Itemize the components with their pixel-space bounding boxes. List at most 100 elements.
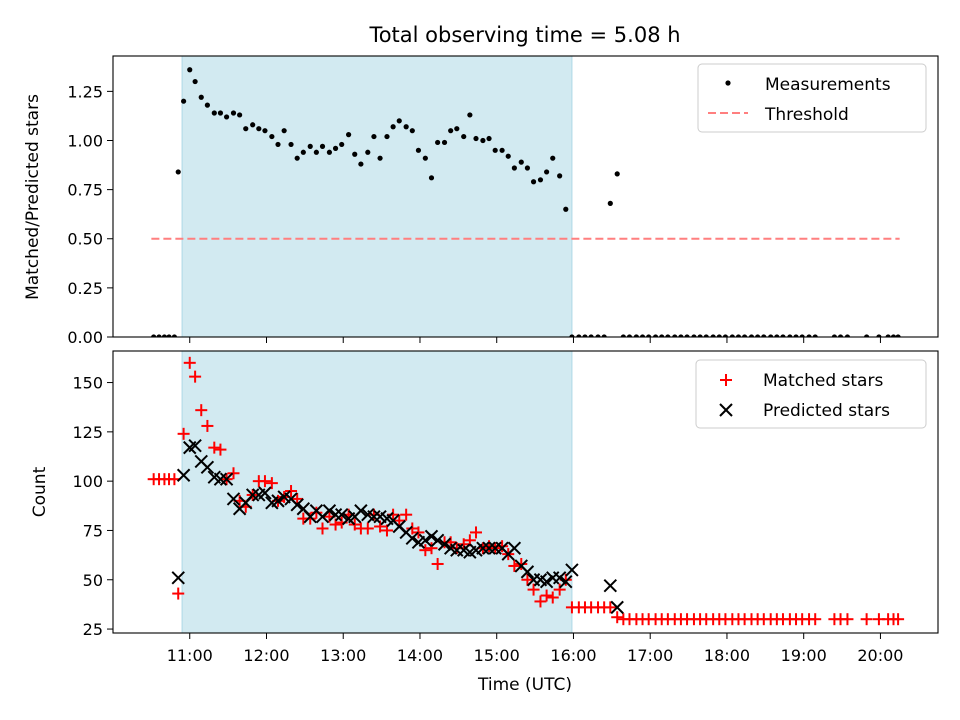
measurement-point [729, 334, 735, 337]
measurement-point [243, 126, 249, 132]
matched-star-point [419, 544, 432, 557]
matched-star-point [208, 441, 221, 454]
y-tick-label: 0.50 [67, 230, 103, 249]
predicted-star-point [424, 529, 439, 544]
measurement-point [895, 334, 901, 337]
measurement-point [223, 114, 230, 120]
measurement-point [211, 110, 217, 116]
measurement-point [646, 334, 652, 337]
matched-star-point [860, 613, 873, 626]
measurement-point [250, 122, 256, 128]
measurement-point [171, 334, 177, 337]
measurement-point [722, 334, 729, 337]
legend-matched-label: Matched stars [763, 371, 883, 391]
measurement-point [480, 137, 486, 144]
matched-star-point [553, 583, 566, 596]
measurement-point [332, 145, 339, 151]
measurement-point [230, 110, 237, 116]
predicted-star-point [334, 507, 349, 522]
measurement-point [659, 334, 665, 337]
y-tick-label: 150 [72, 374, 103, 393]
measurement-point [761, 334, 767, 337]
predicted-star-point [290, 498, 304, 512]
x-tick-label: 12:00 [243, 646, 289, 665]
y-tick-label: 125 [72, 423, 103, 442]
measurement-point [601, 334, 607, 337]
measurement-point [748, 334, 755, 337]
measurement-point [294, 155, 300, 161]
shaded-interval-rect [181, 55, 573, 338]
bottom-x-axis: 11:00 12:00 13:00 14:00 15:00 16:00 17:00 18:00… [167, 633, 903, 665]
matched-star-point [183, 356, 196, 369]
matched-star-point [310, 506, 323, 519]
measurement-point [428, 175, 435, 181]
measurement-point [166, 334, 172, 337]
predicted-star-point [245, 488, 260, 502]
measurement-point [275, 141, 281, 148]
matched-star-point [508, 559, 521, 572]
y-tick-label: 50 [83, 571, 103, 590]
legend-threshold-label: Threshold [764, 105, 849, 125]
measurement-point [710, 334, 716, 337]
predicted-star-point [226, 492, 241, 506]
y-tick-label: 75 [83, 521, 103, 540]
measurement-point [339, 141, 345, 148]
measurement-point [890, 334, 897, 337]
top-panel: 0.00 0.25 0.50 0.75 1.00 1.25 Matched/Predict… [23, 55, 939, 347]
measurement-point [518, 159, 524, 165]
bottom-shaded-interval [181, 350, 573, 634]
measurement-point [742, 334, 748, 337]
measurement-point [156, 334, 162, 337]
predicted-star-point [520, 565, 535, 579]
measurement-point [672, 334, 678, 337]
measurement-point [569, 334, 575, 337]
measurement-point [281, 128, 287, 134]
predicted-star-point [354, 504, 368, 518]
predicted-star-point [188, 438, 202, 453]
bottom-panel: 25 50 75 100 125 150 11:00 12:00 13:00 14:00 15:0… [30, 350, 939, 695]
measurement-point [768, 334, 774, 337]
measurement-point [620, 334, 626, 337]
measurement-point [607, 200, 613, 206]
predicted-star-point [610, 600, 624, 615]
matched-star-point [470, 526, 482, 539]
measurement-point [161, 334, 168, 337]
measurement-point [448, 128, 454, 134]
top-axes-frame [112, 55, 939, 338]
measurement-point [524, 165, 531, 171]
matched-star-point [534, 595, 547, 608]
matched-star-point [195, 404, 208, 417]
measurement-point [371, 133, 377, 140]
measurement-point [780, 334, 786, 337]
top-legend-box [697, 63, 927, 133]
x-tick-label: 17:00 [627, 646, 673, 665]
measurement-point [313, 149, 319, 155]
measurement-point [326, 149, 333, 155]
measurement-point [774, 334, 780, 337]
matched-star-point [285, 485, 298, 498]
measurement-point [735, 334, 742, 337]
measurement-point [390, 124, 396, 130]
x-tick-label: 20:00 [857, 646, 903, 665]
predicted-star-point [200, 460, 215, 475]
measurement-point [595, 334, 601, 337]
measurement-point [716, 334, 722, 337]
measurement-point [563, 206, 569, 212]
y-tick-label: 1.25 [67, 82, 103, 101]
bottom-y-axis: 25 50 75 100 125 150 [72, 374, 113, 639]
measurement-point [492, 147, 498, 153]
matched-star-point [258, 475, 271, 488]
measurement-point [691, 334, 697, 337]
predicted-star-point [552, 571, 567, 585]
x-tick-label: 16:00 [550, 646, 596, 665]
x-tick-label: 14:00 [397, 646, 443, 665]
predicted-star-point [171, 571, 185, 585]
matched-star-point [265, 477, 278, 490]
y-tick-label: 0.00 [67, 328, 103, 347]
matched-star-point [227, 467, 240, 480]
measurement-point [812, 334, 818, 337]
y-tick-label: 0.25 [67, 279, 103, 298]
measurement-point [793, 334, 799, 337]
predicted-star-point [322, 504, 337, 518]
matched-star-point [214, 443, 227, 456]
